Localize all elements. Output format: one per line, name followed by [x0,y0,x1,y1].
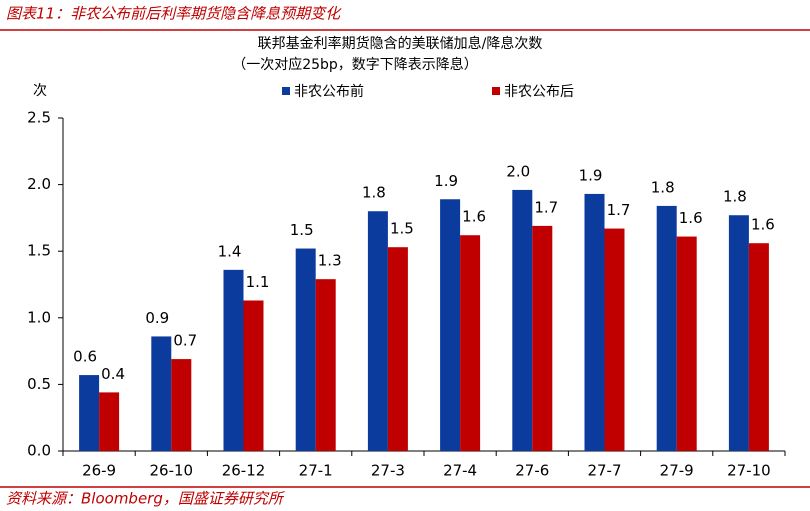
value-label: 0.7 [173,332,197,350]
source: 资料来源：Bloomberg，国盛证券研究所 [6,490,285,508]
x-tick-label: 27-6 [515,462,549,480]
bar [99,392,120,451]
header: 图表11：非农公布前后利率期货隐含降息预期变化 [6,5,342,23]
bar [243,300,264,451]
y-tick-label: 1.5 [27,242,51,260]
bar [295,248,316,451]
bar [584,193,605,451]
bar [367,211,388,451]
value-label: 1.3 [318,252,342,270]
x-tick-label: 27-9 [660,462,694,480]
y-axis-label: 次 [33,83,47,99]
y-tick-label: 0.0 [27,442,51,460]
value-label: 1.4 [218,242,242,260]
legend-label: 非农公布前 [294,83,364,100]
y-tick-label: 2.5 [27,109,51,127]
bar [440,199,461,451]
legend-label: 非农公布后 [504,84,574,100]
bar [532,225,553,451]
value-label: 0.4 [101,365,125,383]
bar [512,189,533,452]
bar [728,215,749,451]
bar [171,359,192,451]
value-label: 2.0 [506,162,530,180]
bar [748,243,769,451]
value-label: 1.8 [723,188,747,206]
bar [79,375,100,451]
bar [604,228,625,451]
bar [223,269,244,451]
bar [656,205,677,451]
x-tick-label: 27-10 [727,462,771,480]
value-label: 1.6 [462,208,486,226]
value-label: 0.6 [73,348,97,366]
y-tick-label: 2.0 [27,175,51,193]
bar [315,279,336,451]
value-label: 1.8 [362,184,386,202]
chart-subtitle: （一次对应25bp，数字下降表示降息） [232,56,478,73]
x-tick-label: 27-7 [587,462,621,480]
legend-swatch [492,87,500,95]
value-label: 1.1 [246,273,270,291]
value-label: 1.8 [651,178,675,196]
legend-swatch [282,87,290,95]
value-label: 1.7 [534,198,558,216]
bar [151,336,172,451]
value-label: 1.9 [579,166,603,184]
value-label: 1.9 [434,172,458,190]
bar [387,247,408,451]
value-label: 0.9 [145,309,169,327]
x-tick-label: 26-9 [82,462,116,480]
value-label: 1.7 [607,201,631,219]
x-tick-label: 26-12 [222,462,266,480]
x-tick-label: 26-10 [150,462,194,480]
bar [460,235,481,451]
bar [676,236,697,451]
value-label: 1.6 [751,216,775,234]
y-tick-label: 0.5 [27,375,51,393]
value-label: 1.6 [679,209,703,227]
x-tick-label: 27-4 [443,462,477,480]
y-tick-label: 1.0 [27,308,51,326]
value-label: 1.5 [390,220,414,238]
x-tick-label: 27-1 [299,462,333,480]
chart-title: 联邦基金利率期货隐含的美联储加息/降息次数 [258,35,543,52]
value-label: 1.5 [290,221,314,239]
x-tick-label: 27-3 [371,462,405,480]
